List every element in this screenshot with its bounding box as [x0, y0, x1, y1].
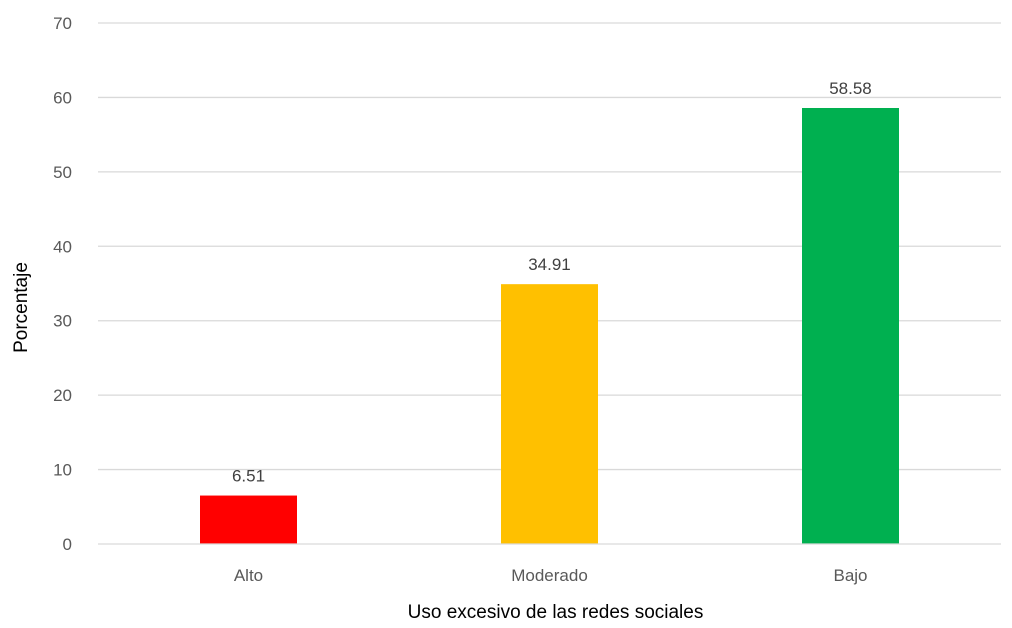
y-tick-label: 60 [53, 88, 72, 107]
bar-alto [200, 495, 297, 544]
y-tick-label: 70 [53, 14, 72, 33]
y-tick-label: 20 [53, 386, 72, 405]
bar-bajo [802, 107, 899, 544]
bars [200, 107, 899, 544]
y-tick-label: 40 [53, 237, 72, 256]
y-tick-label: 0 [63, 535, 72, 554]
x-axis-title: Uso excesivo de las redes sociales [408, 602, 704, 623]
bar-moderado [501, 284, 598, 544]
x-axis-ticks: Alto Moderado Bajo [234, 566, 868, 585]
data-label: 6.51 [232, 467, 265, 486]
x-tick-label: Moderado [511, 566, 588, 585]
y-tick-label: 50 [53, 163, 72, 182]
data-label: 34.91 [528, 255, 571, 274]
x-tick-label: Alto [234, 566, 263, 585]
y-tick-label: 30 [53, 312, 72, 331]
x-tick-label: Bajo [833, 566, 867, 585]
data-label: 58.58 [829, 79, 872, 98]
data-labels: 6.51 34.91 58.58 [232, 79, 872, 486]
y-axis-title: Porcentaje [11, 262, 32, 353]
y-tick-label: 10 [53, 461, 72, 480]
y-axis-ticks: 0 10 20 30 40 50 60 70 [53, 14, 72, 554]
